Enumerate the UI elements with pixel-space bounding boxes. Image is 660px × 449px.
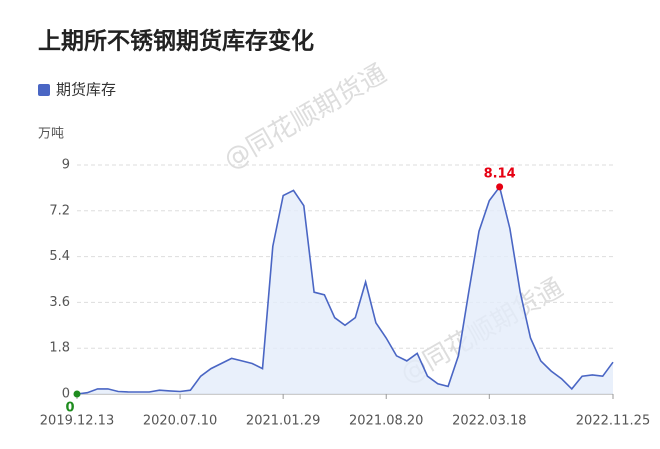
y-tick-label: 0	[62, 387, 70, 402]
y-tick-label: 1.8	[49, 341, 70, 356]
y-axis-unit: 万吨	[38, 127, 64, 142]
extreme-label: 8.14	[484, 166, 516, 181]
watermark: @同花顺期货通	[219, 59, 392, 176]
extreme-point	[496, 183, 504, 191]
line	[76, 185, 614, 395]
y-tick-label: 7.2	[49, 203, 70, 218]
x-tick-label: 2020.07.10	[143, 414, 217, 429]
y-tick-label: 9	[62, 158, 70, 173]
chart-title: 上期所不锈钢期货库存变化	[38, 28, 314, 55]
extreme-point	[73, 390, 81, 398]
x-tick-label: 2022.03.18	[452, 414, 526, 429]
extreme-label: 0	[65, 401, 74, 416]
x-tick-label: 2022.11.25	[576, 414, 650, 429]
y-tick-label: 5.4	[49, 249, 70, 264]
x-tick-label: 2021.01.29	[246, 414, 320, 429]
x-tick-label: 2021.08.20	[349, 414, 423, 429]
legend-swatch	[38, 84, 50, 96]
x-tick-label: 2019.12.13	[40, 414, 114, 429]
area-fill	[77, 186, 613, 394]
legend-label: 期货库存	[56, 81, 116, 99]
y-tick-label: 3.6	[49, 295, 70, 310]
